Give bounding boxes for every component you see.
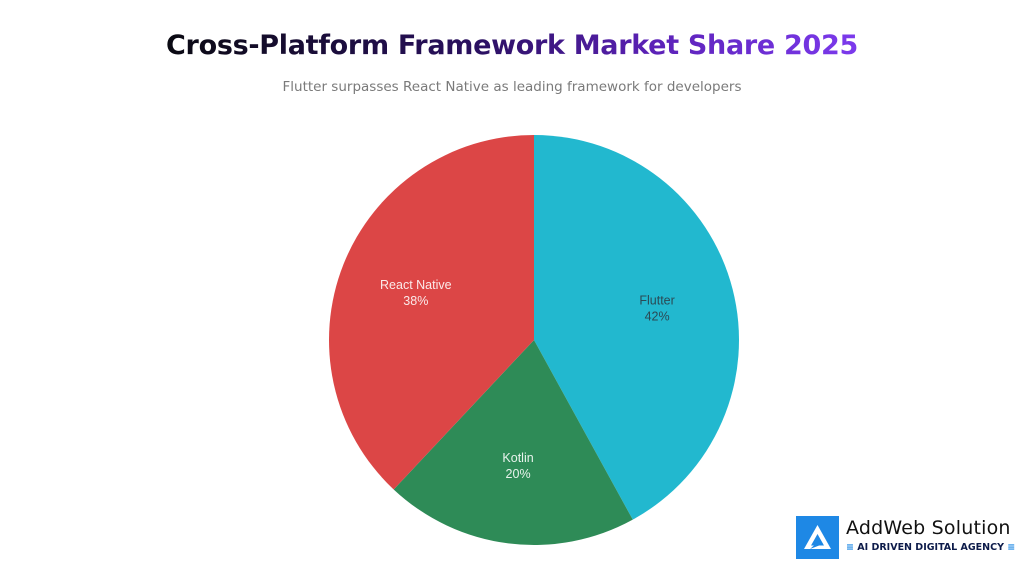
slice-label-flutter: Flutter	[639, 293, 674, 307]
slice-label-kotlin: Kotlin	[502, 451, 533, 465]
pie-slice-flutter[interactable]	[534, 135, 739, 520]
slice-value-react-native: 38%	[403, 294, 428, 308]
pie-slice-kotlin[interactable]	[393, 340, 633, 546]
chart-title: Cross-Platform Framework Market Share 20…	[166, 30, 858, 61]
addweb-logo-icon	[796, 516, 839, 559]
brand-name: AddWeb Solution	[846, 517, 1011, 539]
pie-slice-react-native[interactable]	[328, 135, 534, 490]
slice-value-flutter: 42%	[645, 309, 670, 323]
slice-label-react-native: React Native	[380, 278, 452, 292]
brand-tagline: ≡ AI DRIVEN DIGITAL AGENCY ≡	[846, 542, 1016, 553]
slice-value-kotlin: 20%	[506, 467, 531, 481]
chart-subtitle: Flutter surpasses React Native as leadin…	[282, 79, 742, 95]
brand-logo: AddWeb Solution ≡ AI DRIVEN DIGITAL AGEN…	[796, 516, 1015, 560]
